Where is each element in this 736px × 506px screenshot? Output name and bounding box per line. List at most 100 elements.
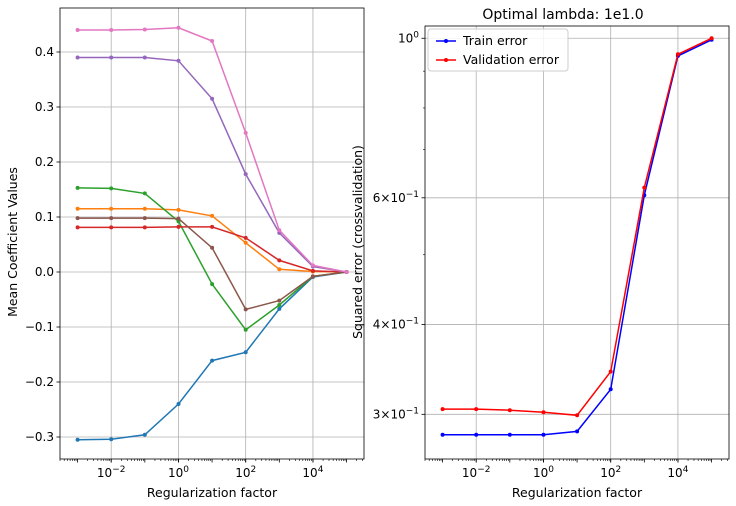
err-series-0-point (440, 432, 445, 437)
coef-series-0-point (109, 437, 114, 442)
coef-series-6-point (310, 263, 315, 268)
err-series-0-point (541, 432, 546, 437)
coefficient-chart: 10−2 100 102 104 −0.3 −0.2 −0.1 0.0 0.1 0.2 0.3 0.4 (25, 7, 365, 480)
coef-grid (60, 8, 364, 459)
err-series-1-point (541, 410, 546, 415)
coef-series-2-point (142, 191, 147, 196)
err-series-0-point (575, 429, 580, 434)
coef-series-1-point (176, 207, 181, 212)
coef-series-6-point (243, 130, 248, 135)
coef-axes-frame (59, 7, 365, 460)
coef-series-3-point (310, 268, 315, 273)
coef-x-tick-label: 104 (302, 465, 323, 480)
coef-series-3-point (109, 225, 114, 230)
err-x-tick-label: 100 (533, 465, 554, 480)
coef-series-1 (75, 206, 349, 274)
legend-box (427, 28, 569, 72)
coef-series-3-point (243, 235, 248, 240)
legend-marker-train (444, 39, 448, 43)
err-ticks: 10−2 100 102 104 3×10−1 4×10−1 6×10−1 100 (373, 30, 728, 480)
err-y-tick-label: 4×10−1 (373, 316, 419, 331)
coef-series-4-point (243, 172, 248, 177)
err-series-0-point (474, 432, 479, 437)
coef-y-tick-label: 0.2 (35, 155, 54, 169)
coef-series-6 (75, 25, 349, 274)
coef-ticks: 10−2 100 102 104 −0.3 −0.2 −0.1 0.0 0.1 0.2 0.3 0.4 (25, 45, 363, 480)
err-series-0-point (608, 387, 613, 392)
coef-series-1-point (277, 267, 282, 272)
coef-series-4-point (176, 58, 181, 63)
err-y-tick-label: 100 (398, 30, 419, 45)
coef-series-0-point (243, 350, 248, 355)
coef-series-5-point (142, 216, 147, 221)
coef-series-0-point (75, 437, 80, 442)
coef-series-2-point (75, 185, 80, 190)
coef-series-2-point (210, 282, 215, 287)
coef-y-tick-label: 0.4 (35, 45, 54, 59)
coef-y-tick-label: 0.0 (35, 265, 54, 279)
err-series-1-point (507, 408, 512, 413)
coef-x-tick-label: 100 (168, 465, 189, 480)
err-series-1-point (474, 407, 479, 412)
coef-series-4-point (75, 55, 80, 60)
err-y-tick-label: 3×10−1 (373, 406, 419, 421)
coef-series-6-point (176, 25, 181, 30)
coef-series-0-point (277, 306, 282, 311)
coef-series-0-point (176, 402, 181, 406)
coef-series-3-point (277, 258, 282, 263)
coef-y-tick-label: −0.1 (25, 320, 54, 334)
coef-y-tick-label: −0.2 (25, 375, 54, 389)
err-x-tick-label: 102 (600, 465, 621, 480)
coef-series-6-point (109, 28, 114, 32)
err-series-0-point (507, 432, 512, 437)
coef-series-5-point (277, 298, 282, 303)
err-series-1-point (575, 413, 580, 418)
coef-y-tick-label: 0.3 (35, 100, 54, 114)
coef-series-5-point (310, 274, 315, 279)
error-chart: Optimal lambda: 1e1.0 10−2 100 102 104 3×10−… (373, 7, 730, 480)
coef-series-1-point (210, 213, 215, 218)
err-series-1-point (709, 36, 714, 41)
err-series-1 (440, 36, 714, 418)
err-axes-frame (424, 25, 730, 460)
legend-marker-validation (444, 58, 448, 62)
coef-series-2-point (277, 303, 282, 307)
coef-x-tick-label: 10−2 (97, 465, 126, 480)
coef-series-6-point (75, 28, 80, 32)
coef-series-3-point (142, 225, 147, 230)
coef-series-6-point (210, 39, 215, 43)
coef-y-tick-label: 0.1 (35, 210, 54, 224)
err-series-1-point (675, 52, 680, 57)
coef-x-tick-label: 102 (235, 465, 256, 480)
coef-series-5-point (176, 216, 181, 221)
coef-series-1-point (109, 206, 114, 211)
coef-series-6-point (344, 270, 349, 274)
coef-series-5-point (210, 245, 215, 250)
error-chart-title: Optimal lambda: 1e1.0 (482, 7, 643, 23)
err-series-1-point (642, 185, 647, 190)
err-x-tick-label: 104 (667, 465, 688, 480)
coef-series-0-point (210, 358, 215, 363)
coef-series-6-point (142, 27, 147, 32)
error-chart-xlabel: Regularization factor (512, 485, 643, 500)
coef-series-1-point (142, 206, 147, 211)
coef-series-4-point (109, 55, 114, 60)
coef-series-4-point (142, 55, 147, 60)
coef-series-4-point (210, 96, 215, 101)
err-series-1-point (440, 407, 445, 412)
coef-y-tick-label: −0.3 (25, 430, 54, 444)
coef-series-3-point (210, 224, 215, 229)
coef-series-5-point (75, 216, 80, 221)
coef-series-6-point (277, 228, 282, 233)
coef-series-1-point (243, 240, 248, 245)
coef-series-5-point (109, 216, 114, 221)
coef-series-3-point (75, 225, 80, 230)
coef-series-2-point (243, 327, 248, 332)
error-chart-ylabel: Squared error (crossvalidation) (350, 145, 365, 339)
coef-series-5-point (243, 307, 248, 312)
err-x-tick-label: 10−2 (462, 465, 491, 480)
legend: Train error Validation error (427, 28, 569, 72)
coef-series-0-point (142, 432, 147, 437)
err-series-1-point (608, 369, 613, 374)
